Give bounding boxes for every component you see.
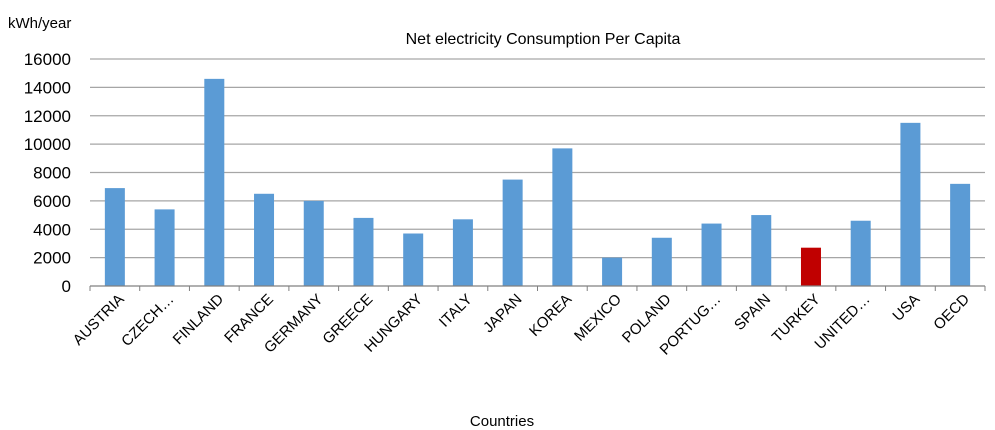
x-tick-label: ITALY: [436, 291, 476, 331]
x-tick-label: OECD: [930, 291, 973, 334]
bar: [452, 219, 473, 286]
bar: [602, 257, 623, 286]
x-tick-label: JAPAN: [480, 291, 525, 336]
bar: [900, 122, 921, 286]
y-tick-label: 12000: [24, 107, 71, 126]
bar: [403, 233, 424, 286]
bar: [104, 188, 125, 286]
y-tick-label: 16000: [24, 50, 71, 69]
x-tick-label: FINLAND: [170, 291, 228, 349]
x-tick-label: AUSTRIA: [70, 291, 128, 349]
bar: [701, 223, 722, 286]
x-axis-label: Countries: [470, 413, 534, 430]
x-tick-label: MEXICO: [571, 291, 625, 345]
x-tick-label: KOREA: [526, 291, 575, 340]
x-axis: [89, 285, 986, 291]
x-tick-label: CZECH…: [118, 291, 177, 350]
bar: [254, 193, 275, 286]
bar: [154, 209, 175, 286]
gridlines: [90, 58, 985, 259]
x-tick-label: SPAIN: [731, 291, 774, 334]
y-tick-label: 14000: [24, 78, 71, 97]
bar: [204, 78, 225, 286]
y-tick-label: 2000: [33, 249, 71, 268]
chart-title: Net electricity Consumption Per Capita: [406, 31, 681, 48]
bar: [751, 215, 772, 286]
bar: [800, 247, 821, 286]
y-tick-label: 4000: [33, 220, 71, 239]
bars: [104, 78, 971, 286]
x-tick-labels: AUSTRIACZECH…FINLANDFRANCEGERMANYGREECEH…: [70, 291, 973, 359]
x-tick-label: USA: [889, 291, 923, 325]
y-tick-label: 8000: [33, 164, 71, 183]
bar: [950, 183, 971, 286]
bar: [651, 237, 672, 286]
y-tick-labels: 0 2000 4000 6000 8000 10000 12000 14000 16000: [24, 50, 71, 296]
bar: [353, 217, 374, 286]
y-tick-label: 6000: [33, 192, 71, 211]
bar: [303, 200, 324, 286]
y-tick-label: 10000: [24, 135, 71, 154]
bar: [850, 220, 871, 286]
bar: [502, 179, 523, 286]
bar: [552, 148, 573, 286]
y-tick-label: 0: [62, 277, 71, 296]
y-axis-label: kWh/year: [8, 15, 71, 32]
